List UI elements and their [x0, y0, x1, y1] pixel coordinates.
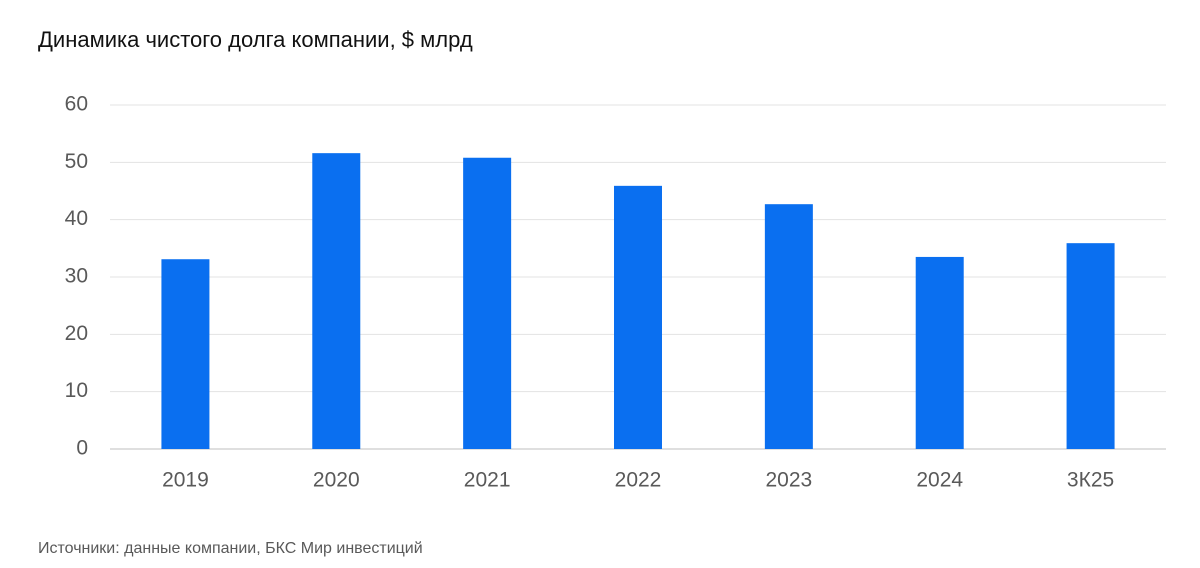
x-tick-label: 2023 [765, 469, 812, 492]
x-tick-label: 2022 [615, 469, 662, 492]
y-tick-label: 0 [76, 437, 88, 460]
bar [915, 256, 964, 449]
bar [161, 259, 210, 449]
bar [764, 204, 813, 449]
x-tick-label: 2021 [464, 469, 511, 492]
chart-title: Динамика чистого долга компании, $ млрд [38, 27, 473, 52]
x-tick-label: 3К25 [1067, 469, 1114, 492]
y-tick-label: 10 [65, 379, 88, 402]
y-tick-label: 40 [65, 207, 88, 230]
y-tick-label: 50 [65, 150, 88, 173]
bar [312, 153, 361, 449]
y-tick-label: 30 [65, 265, 88, 288]
bar [1066, 243, 1115, 449]
x-tick-label: 2019 [162, 469, 209, 492]
y-tick-label: 60 [65, 93, 88, 116]
x-tick-label: 2020 [313, 469, 360, 492]
bar [463, 157, 512, 449]
source-note: Источники: данные компании, БКС Мир инве… [38, 540, 423, 557]
y-tick-label: 20 [65, 322, 88, 345]
bar [614, 185, 662, 449]
x-tick-label: 2024 [916, 469, 963, 492]
